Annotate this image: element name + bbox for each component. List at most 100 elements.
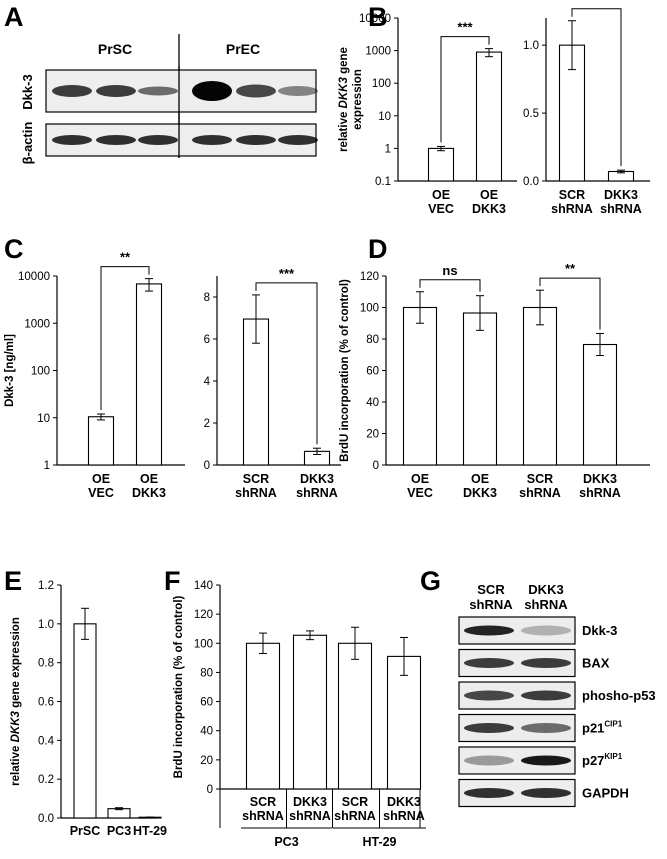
band-actin-4: [192, 135, 232, 145]
y-tick-label: 100: [31, 366, 50, 378]
bar: [87, 416, 115, 466]
blot-group-prsc: PrSC: [98, 41, 132, 57]
y-tick-label: 20: [200, 755, 213, 767]
category-label: DKK3: [293, 795, 327, 809]
y-tick-label: 60: [366, 366, 379, 378]
category-label: shRNA: [235, 486, 277, 500]
band-dkk3-2: [96, 85, 136, 97]
significance-label: **: [120, 250, 131, 265]
significance-label: **: [565, 261, 576, 276]
blot-row-dkk3: Dkk-3: [20, 74, 35, 109]
blot-row-actin: β-actin: [20, 122, 35, 165]
category-label: PC3: [107, 824, 131, 838]
y-tick-label: 2: [204, 418, 210, 430]
band-actin-2: [96, 135, 136, 145]
blotg-band-4-2: [521, 755, 571, 766]
y-tick-label: 40: [366, 397, 379, 409]
category-label: HT-29: [133, 824, 167, 838]
y-tick-label: 40: [200, 726, 213, 738]
chart-d: 020406080100120OEVECOEDKK3SCRshRNADKK3sh…: [339, 261, 650, 500]
category-label: shRNA: [579, 486, 621, 500]
y-tick-label: 60: [200, 697, 213, 709]
category-label: VEC: [407, 486, 433, 500]
y-tick-label: 1.2: [38, 580, 54, 592]
significance-bracket: [255, 282, 318, 445]
category-label: VEC: [88, 486, 114, 500]
band-actin-1: [52, 135, 92, 145]
band-actin-5: [236, 135, 276, 145]
category-label: SCR: [250, 795, 276, 809]
y-tick-label: 0.0: [38, 813, 54, 825]
bar: [73, 623, 97, 819]
bar: [427, 147, 455, 182]
blotg-band-5-2: [521, 788, 571, 798]
band-actin-6: [278, 135, 318, 145]
y-tick-label: 10000: [359, 13, 391, 25]
category-label: DKK3: [604, 188, 638, 202]
y-tick-label: 120: [360, 271, 379, 283]
category-label: shRNA: [289, 809, 331, 823]
group-label: HT-29: [362, 835, 396, 849]
y-tick-label: 0: [207, 784, 213, 796]
y-tick-label: 80: [366, 334, 379, 346]
y-tick-label: 100: [360, 303, 379, 315]
y-tick-label: 10: [378, 111, 391, 123]
band-dkk3-6: [278, 86, 318, 96]
y-tick-label: 4: [204, 376, 211, 388]
y-tick-label: 0.8: [38, 658, 54, 670]
y-axis-label: relative DKK3 gene: [338, 47, 350, 152]
bar: [245, 642, 281, 790]
blot-group-prec: PrEC: [226, 41, 260, 57]
significance-bracket: [571, 8, 622, 167]
y-tick-label: 0.0: [523, 176, 539, 188]
y-tick-label: 1.0: [38, 619, 54, 631]
band-actin-3: [138, 135, 178, 145]
y-tick-label: 0.2: [38, 774, 54, 786]
bar: [462, 312, 498, 466]
category-label: shRNA: [519, 486, 561, 500]
y-tick-label: 0.5: [523, 108, 539, 120]
category-label: OE: [140, 472, 158, 486]
y-axis-label: BrdU incorporation (% of control): [339, 279, 351, 462]
blotg-row-label-2: phosho-p53: [582, 688, 656, 703]
y-tick-label: 20: [366, 429, 379, 441]
bar: [337, 642, 373, 790]
category-label: DKK3: [463, 486, 497, 500]
category-label: shRNA: [242, 809, 284, 823]
blotg-band-4-1: [464, 755, 514, 766]
significance-bracket: [419, 279, 481, 292]
y-tick-label: 6: [204, 334, 210, 346]
y-tick-label: 100: [372, 78, 391, 90]
category-label: OE: [411, 472, 429, 486]
significance-label: ***: [457, 20, 473, 35]
y-tick-label: 120: [194, 609, 213, 621]
y-tick-label: 0: [373, 460, 379, 472]
bar: [522, 306, 558, 466]
blot-panel-a: PrSC PrEC Dkk-3 β-actin: [20, 34, 318, 164]
category-label: DKK3: [472, 202, 506, 216]
blotg-band-3-2: [521, 723, 571, 733]
category-label: shRNA: [383, 809, 425, 823]
bar: [292, 634, 328, 790]
bar: [402, 306, 438, 466]
blotg-band-1-1: [464, 658, 514, 668]
chart-f: 020406080100120140SCRshRNADKK3shRNASCRsh…: [173, 580, 426, 849]
bar: [135, 283, 163, 466]
y-tick-label: 0: [204, 460, 210, 472]
blotg-band-2-1: [464, 690, 514, 701]
panel-label-e: E: [4, 566, 22, 596]
category-label: VEC: [428, 202, 454, 216]
y-axis-label-line2: expression: [352, 69, 364, 130]
blotg-band-5-1: [464, 788, 514, 798]
category-label: DKK3: [387, 795, 421, 809]
y-tick-label: 10: [37, 413, 50, 425]
panel-label-a: A: [4, 2, 24, 32]
y-tick-label: 1000: [24, 318, 50, 330]
panel-label-g: G: [420, 566, 441, 596]
blotg-col1-line2: shRNA: [469, 597, 513, 612]
y-tick-label: 1: [44, 460, 50, 472]
category-label: OE: [480, 188, 498, 202]
